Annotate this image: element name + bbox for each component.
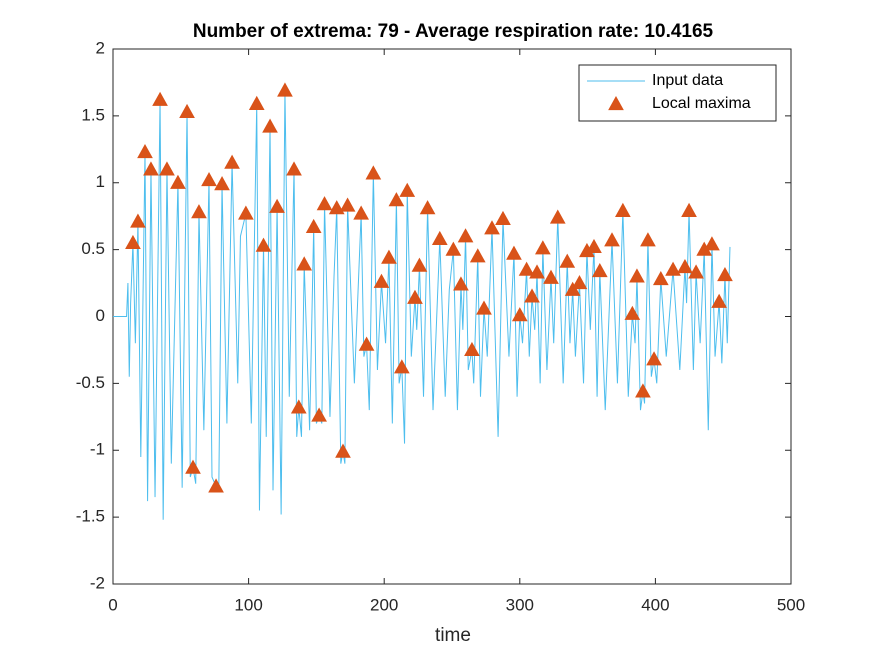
maximum-marker — [399, 182, 416, 197]
maximum-marker — [629, 268, 645, 283]
maximum-marker — [214, 176, 230, 191]
maximum-marker — [717, 267, 733, 282]
maximum-marker — [543, 269, 559, 284]
maximum-marker — [286, 161, 302, 176]
maximum-marker — [549, 209, 566, 224]
maximum-marker — [677, 258, 693, 274]
maximum-marker — [431, 230, 448, 246]
maximum-marker — [624, 305, 641, 320]
x-tick-label: 0 — [108, 595, 117, 614]
maximum-marker — [469, 248, 486, 263]
maximum-marker — [665, 261, 681, 276]
maximum-marker — [506, 245, 522, 260]
maximum-marker — [305, 218, 322, 233]
x-tick-label: 500 — [777, 595, 805, 614]
maximum-marker — [388, 192, 405, 207]
x-tick-label: 300 — [506, 595, 534, 614]
maximum-marker — [255, 237, 272, 252]
legend-label: Local maxima — [652, 95, 751, 112]
maximum-marker — [635, 383, 651, 398]
plot-frame — [112, 48, 792, 585]
maximum-marker — [453, 276, 469, 291]
maximum-marker — [445, 241, 462, 256]
maximum-marker — [248, 95, 265, 110]
maximum-marker — [476, 300, 492, 315]
legend-box — [578, 64, 777, 122]
maximum-marker — [328, 200, 345, 215]
maximum-marker — [224, 154, 240, 169]
maximum-marker — [407, 289, 423, 304]
legend-marker — [608, 95, 624, 111]
maximum-marker — [419, 200, 436, 215]
maximum-marker — [316, 196, 333, 211]
x-tick-label: 400 — [641, 595, 669, 614]
maximum-marker — [535, 240, 551, 255]
maximum-marker — [615, 202, 631, 217]
y-tick-label: -2 — [90, 573, 105, 592]
maximum-marker — [296, 256, 313, 271]
y-tick-label: 0.5 — [81, 239, 105, 258]
maximum-marker — [353, 205, 369, 220]
x-tick-label: 200 — [370, 595, 398, 614]
maximum-marker — [591, 262, 608, 278]
maximum-marker — [152, 91, 168, 106]
maximum-marker — [365, 165, 382, 180]
maximum-marker — [688, 264, 704, 279]
maximum-marker — [339, 197, 356, 212]
maximum-marker — [511, 307, 528, 322]
maximum-marker — [529, 264, 545, 279]
y-tick-label: -1 — [90, 440, 105, 459]
maximum-marker — [130, 213, 146, 228]
maximum-marker — [335, 443, 351, 458]
maximum-marker — [137, 143, 153, 159]
maximum-marker — [269, 198, 285, 213]
maximum-marker — [373, 273, 390, 288]
maximum-marker — [201, 172, 217, 187]
maximum-marker — [518, 261, 535, 276]
maximum-marker — [484, 220, 500, 235]
maximum-marker — [208, 478, 224, 493]
legend-label: Input data — [652, 72, 723, 89]
maximum-marker — [277, 82, 293, 97]
y-tick-label: 0 — [96, 306, 105, 325]
maximum-marker — [358, 336, 375, 351]
maximum-marker — [586, 238, 602, 254]
maximum-marker — [125, 234, 141, 250]
maximum-marker — [571, 275, 588, 290]
maximum-marker — [464, 341, 480, 357]
y-tick-label: 2 — [96, 38, 105, 57]
maximum-marker — [640, 232, 656, 247]
maximum-marker — [262, 118, 278, 133]
maximum-marker — [411, 257, 428, 272]
maximum-marker — [143, 161, 159, 176]
maximum-marker — [711, 293, 727, 308]
maximum-marker — [495, 210, 511, 225]
maximum-marker — [646, 351, 662, 366]
maximum-marker — [652, 271, 669, 286]
maximum-marker — [185, 459, 201, 474]
maximum-marker — [290, 399, 307, 414]
maximum-marker — [681, 202, 697, 217]
maximum-marker — [311, 407, 327, 422]
maximum-marker — [524, 288, 540, 303]
y-tick-label: -1.5 — [76, 507, 105, 526]
maximum-marker — [704, 236, 720, 251]
y-tick-label: 1 — [96, 172, 105, 191]
maximum-marker — [604, 232, 620, 247]
maximum-marker — [191, 204, 207, 219]
x-tick-label: 100 — [234, 595, 262, 614]
maximum-marker — [238, 205, 254, 220]
maximum-marker — [393, 359, 410, 374]
maximum-marker — [381, 249, 397, 264]
maximum-marker — [179, 103, 195, 118]
chart-title: Number of extrema: 79 - Average respirat… — [193, 21, 714, 42]
x-axis-label: time — [435, 625, 471, 646]
y-tick-label: 1.5 — [81, 105, 105, 124]
maximum-marker — [457, 228, 474, 243]
maximum-marker — [559, 253, 576, 268]
maximum-marker — [159, 161, 175, 176]
y-tick-label: -0.5 — [76, 373, 105, 392]
maximum-marker — [170, 174, 186, 189]
